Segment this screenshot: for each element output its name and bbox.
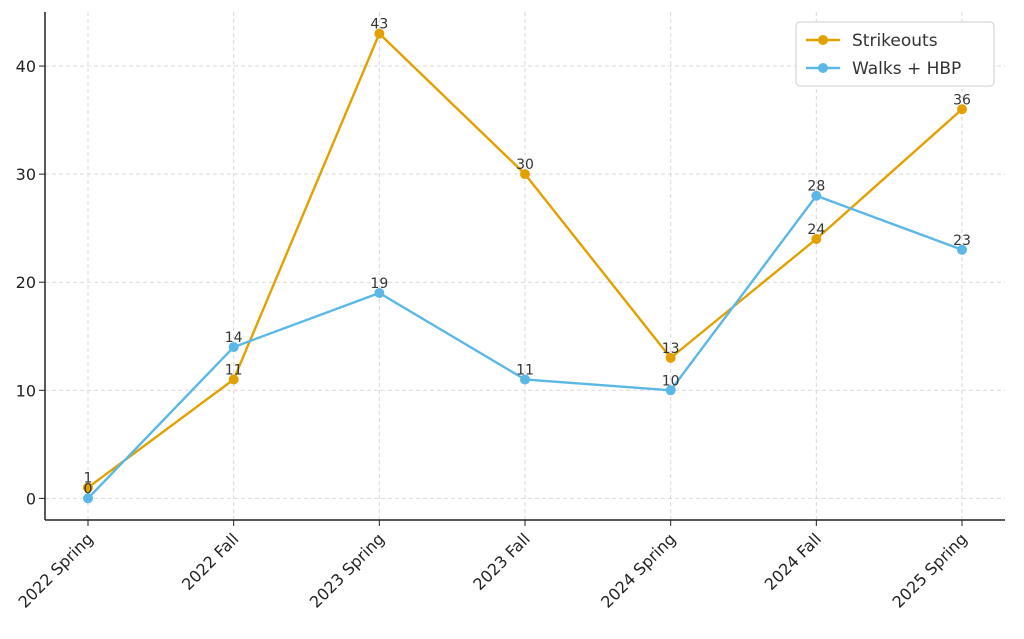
legend: Strikeouts Walks + HBP [795, 21, 995, 87]
data-label: 13 [662, 341, 680, 357]
data-point [811, 190, 822, 201]
data-point [228, 374, 239, 385]
grid-lines [45, 12, 1005, 520]
x-tick-label: 2022 Fall [178, 529, 243, 594]
y-tick-label: 30 [16, 165, 36, 184]
x-axis-ticks: 2022 Spring 2022 Fall 2023 Spring 2023 Fall… [14, 520, 971, 612]
data-label: 11 [516, 362, 534, 378]
data-label: 24 [807, 222, 825, 238]
data-label: 36 [953, 92, 971, 108]
data-label: 14 [225, 330, 243, 346]
legend-label: Strikeouts [852, 31, 938, 51]
x-tick-label: 2024 Fall [761, 529, 826, 594]
y-axis-ticks: 0 10 20 30 40 [16, 57, 45, 508]
data-point [374, 28, 385, 39]
data-label: 23 [953, 233, 971, 249]
series-line [87, 194, 963, 500]
data-point [520, 374, 530, 385]
data-label: 28 [807, 179, 825, 195]
data-point [520, 169, 530, 180]
x-tick-label: 2023 Fall [469, 529, 534, 594]
data-label: 30 [516, 157, 534, 173]
y-tick-label: 10 [16, 381, 36, 400]
data-label: 19 [370, 276, 388, 292]
data-point [665, 352, 676, 363]
x-tick-label: 2024 Spring [597, 529, 679, 611]
data-point [374, 288, 385, 299]
x-tick-label: 2022 Spring [14, 529, 96, 611]
x-tick-label: 2023 Spring [306, 529, 388, 611]
data-point [665, 385, 676, 396]
data-label: 10 [662, 373, 680, 389]
data-point [957, 244, 967, 255]
data-label: 1 [84, 471, 93, 487]
data-point [811, 233, 822, 244]
data-label: 11 [225, 362, 243, 378]
data-point [228, 342, 239, 353]
y-tick-label: 0 [26, 489, 36, 508]
legend-label: Walks + HBP [852, 59, 961, 79]
legend-marker [818, 35, 828, 45]
legend-box [795, 21, 995, 87]
data-label: 43 [370, 17, 388, 33]
data-point [83, 482, 93, 493]
y-tick-label: 20 [16, 273, 36, 292]
legend-marker [818, 63, 828, 73]
x-tick-label: 2025 Spring [888, 529, 970, 611]
data-point [83, 493, 93, 504]
data-point [957, 104, 967, 115]
series-group [83, 28, 967, 504]
y-tick-label: 40 [16, 57, 36, 76]
data-label: 0 [84, 481, 93, 497]
